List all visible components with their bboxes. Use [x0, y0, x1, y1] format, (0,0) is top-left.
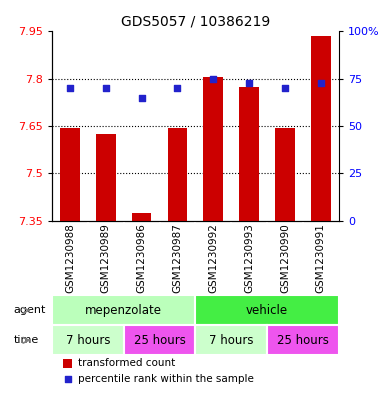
Text: percentile rank within the sample: percentile rank within the sample — [78, 374, 254, 384]
Bar — [239, 86, 259, 221]
Bar — [52, 325, 124, 355]
Bar — [195, 325, 267, 355]
Title: GDS5057 / 10386219: GDS5057 / 10386219 — [121, 15, 270, 29]
Point — [318, 79, 324, 86]
Bar — [203, 77, 223, 221]
Bar — [195, 296, 339, 325]
Point — [103, 85, 109, 92]
Bar — [96, 134, 115, 221]
Point — [65, 375, 71, 382]
Bar — [275, 128, 295, 221]
Bar — [311, 36, 331, 221]
Bar — [167, 128, 187, 221]
Text: 7 hours: 7 hours — [65, 334, 110, 347]
Text: 25 hours: 25 hours — [134, 334, 186, 347]
Text: GSM1230991: GSM1230991 — [316, 223, 326, 293]
Bar — [64, 359, 72, 368]
Text: GSM1230993: GSM1230993 — [244, 223, 254, 293]
Text: 25 hours: 25 hours — [277, 334, 329, 347]
Text: GSM1230986: GSM1230986 — [137, 223, 147, 293]
Text: time: time — [13, 335, 38, 345]
Text: GSM1230988: GSM1230988 — [65, 223, 75, 293]
Bar — [267, 325, 339, 355]
Point — [210, 75, 216, 82]
Point — [246, 79, 252, 86]
Bar — [60, 128, 80, 221]
Bar — [124, 325, 195, 355]
Text: 7 hours: 7 hours — [209, 334, 253, 347]
Point — [282, 85, 288, 92]
Text: transformed count: transformed count — [78, 358, 175, 368]
Text: mepenzolate: mepenzolate — [85, 304, 162, 317]
Text: GSM1230989: GSM1230989 — [101, 223, 111, 293]
Point — [174, 85, 181, 92]
Point — [67, 85, 73, 92]
Text: agent: agent — [13, 305, 46, 316]
Bar — [52, 296, 195, 325]
Point — [139, 95, 145, 101]
Text: vehicle: vehicle — [246, 304, 288, 317]
Text: GSM1230987: GSM1230987 — [172, 223, 182, 293]
Bar — [132, 213, 151, 221]
Text: GSM1230992: GSM1230992 — [208, 223, 218, 293]
Text: GSM1230990: GSM1230990 — [280, 223, 290, 293]
